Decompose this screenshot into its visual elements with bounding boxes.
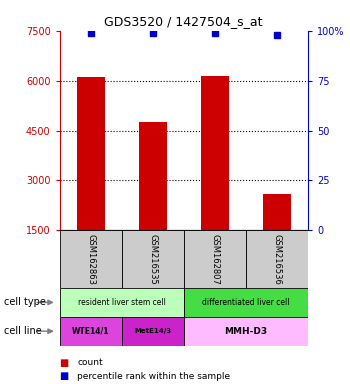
Bar (122, 230, 184, 288)
Bar (263, 194, 291, 230)
Bar (139, 122, 167, 230)
Text: GSM162863: GSM162863 (86, 234, 95, 285)
Bar (60, 230, 122, 288)
Text: cell line: cell line (4, 326, 41, 336)
Text: ■: ■ (60, 371, 69, 381)
Text: MetE14/3: MetE14/3 (134, 328, 171, 334)
Text: percentile rank within the sample: percentile rank within the sample (77, 372, 230, 381)
Text: resident liver stem cell: resident liver stem cell (78, 298, 166, 307)
Text: GSM216536: GSM216536 (272, 234, 281, 285)
Text: GSM162807: GSM162807 (210, 234, 219, 285)
Bar (184, 317, 308, 346)
Text: GSM216535: GSM216535 (148, 234, 157, 285)
Bar (60, 288, 184, 317)
Text: differentiated liver cell: differentiated liver cell (202, 298, 290, 307)
Bar (201, 76, 229, 230)
Text: cell type: cell type (4, 297, 46, 308)
Bar (184, 230, 246, 288)
Bar (60, 317, 122, 346)
Bar (184, 288, 308, 317)
Text: ■: ■ (60, 358, 69, 368)
Bar (122, 317, 184, 346)
Bar (77, 77, 105, 230)
Bar (246, 230, 308, 288)
Text: MMH-D3: MMH-D3 (224, 327, 267, 336)
Title: GDS3520 / 1427504_s_at: GDS3520 / 1427504_s_at (105, 15, 263, 28)
Text: WTE14/1: WTE14/1 (72, 327, 109, 336)
Text: count: count (77, 358, 103, 367)
